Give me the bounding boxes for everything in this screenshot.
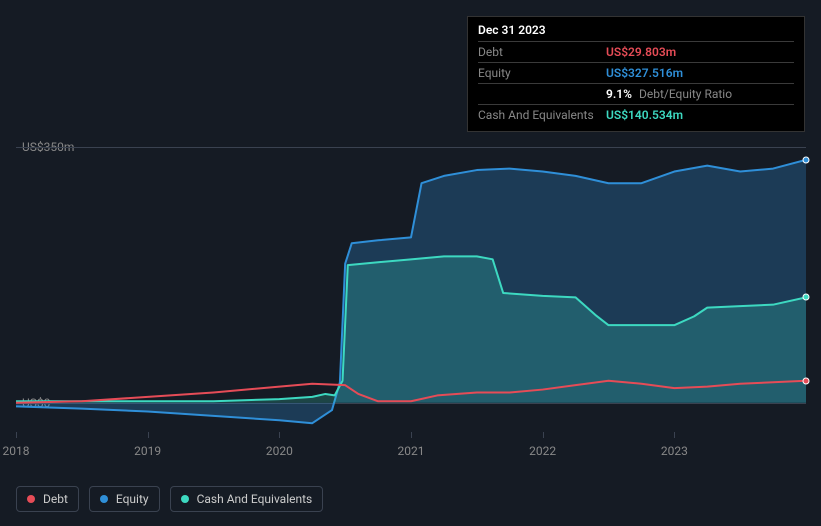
legend-dot-icon (27, 495, 35, 503)
series-end-marker (803, 294, 810, 301)
chart-tooltip: Dec 31 2023 DebtUS$29.803mEquityUS$327.5… (467, 16, 805, 132)
legend: Debt Equity Cash And Equivalents (16, 486, 323, 512)
tooltip-label: Equity (478, 66, 606, 80)
tooltip-value: US$29.803m (606, 45, 676, 59)
x-tick (16, 432, 17, 438)
chart-plot (16, 132, 806, 432)
chart-area: US$0US$350m 201820192020202120222023 (16, 124, 806, 469)
x-axis-label: 2023 (661, 444, 688, 458)
x-tick (411, 432, 412, 438)
tooltip-label (478, 87, 606, 101)
x-tick (279, 432, 280, 438)
x-axis-label: 2018 (3, 444, 30, 458)
tooltip-value: US$327.516m (606, 66, 683, 80)
legend-item[interactable]: Debt (16, 486, 79, 512)
x-axis-label: 2021 (398, 444, 425, 458)
tooltip-extra: Debt/Equity Ratio (636, 87, 732, 101)
tooltip-value: 9.1% (606, 87, 632, 101)
tooltip-value: US$140.534m (606, 108, 683, 122)
legend-label: Equity (116, 492, 149, 506)
legend-item[interactable]: Equity (89, 486, 160, 512)
legend-dot-icon (100, 495, 108, 503)
tooltip-row: DebtUS$29.803m (478, 41, 794, 62)
x-axis-label: 2019 (134, 444, 161, 458)
tooltip-row: 9.1% Debt/Equity Ratio (478, 83, 794, 104)
legend-label: Debt (43, 492, 68, 506)
x-axis-label: 2022 (529, 444, 556, 458)
legend-dot-icon (181, 495, 189, 503)
legend-item[interactable]: Cash And Equivalents (170, 486, 324, 512)
x-axis-label: 2020 (266, 444, 293, 458)
series-end-marker (803, 156, 810, 163)
tooltip-label: Debt (478, 45, 606, 59)
x-tick (674, 432, 675, 438)
tooltip-row: Cash And EquivalentsUS$140.534m (478, 104, 794, 125)
legend-label: Cash And Equivalents (197, 492, 313, 506)
x-tick (543, 432, 544, 438)
tooltip-label: Cash And Equivalents (478, 108, 606, 122)
x-tick (148, 432, 149, 438)
tooltip-date: Dec 31 2023 (478, 23, 794, 41)
tooltip-row: EquityUS$327.516m (478, 62, 794, 83)
series-end-marker (803, 377, 810, 384)
